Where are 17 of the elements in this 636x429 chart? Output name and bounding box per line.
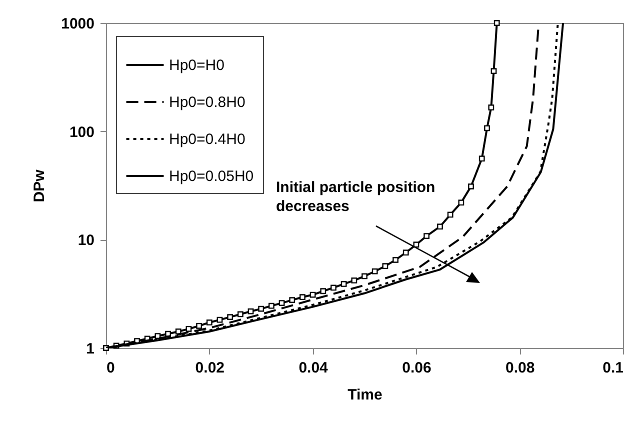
- y-tick-label: 10: [78, 232, 94, 250]
- y-tick-label: 1000: [61, 16, 94, 32]
- legend-label: Hp0=0.8H0: [169, 94, 246, 111]
- legend-label: Hp0=0.05H0: [169, 168, 254, 185]
- x-tick-label: 0.1: [602, 360, 624, 376]
- x-tick-label: 0.04: [298, 360, 329, 376]
- legend-label: Hp0=0.4H0: [169, 131, 246, 148]
- y-tick-label: 100: [69, 124, 94, 141]
- y-axis-title: DPw: [31, 169, 48, 202]
- x-axis-title: Time: [348, 386, 382, 404]
- x-tick-label: 0.02: [195, 360, 224, 376]
- x-tick-label: 0.08: [506, 360, 535, 376]
- annotation: Initial particle position decreases: [276, 179, 436, 215]
- legend-label: Hp0=H0: [169, 57, 224, 74]
- y-tick-label: 1: [86, 340, 94, 358]
- x-tick-label: 0.06: [402, 360, 432, 376]
- x-tick-label: 0: [106, 360, 115, 376]
